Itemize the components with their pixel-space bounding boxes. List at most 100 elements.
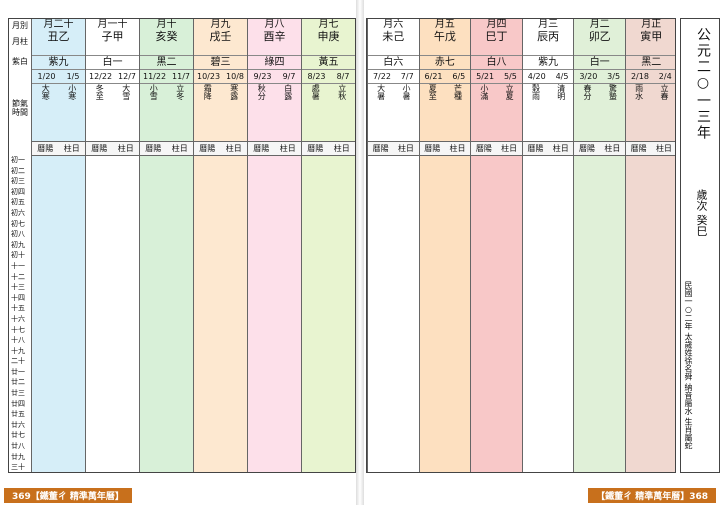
- month-pillar: 午戊: [433, 30, 456, 43]
- jieqi-dates: 10/23 10/8: [194, 69, 247, 84]
- day-label: 初十: [11, 251, 25, 260]
- column-header: 曆陽 柱日: [574, 141, 625, 156]
- day-label: 初二: [11, 166, 25, 175]
- month-head: 月一十 子甲: [86, 19, 139, 55]
- month-pillar: 巳丁: [485, 30, 508, 43]
- day-label: 初四: [11, 187, 25, 196]
- right-footer: 【鐵董ㄔ 精準萬年曆】368: [588, 488, 716, 503]
- month-pillar: 亥癸: [155, 30, 178, 43]
- label-zibai: 紫白: [12, 57, 28, 66]
- month-head: 月六 未己: [368, 19, 419, 55]
- month-head: 月七 申庚: [302, 19, 355, 55]
- month-head: 月四 巳丁: [471, 19, 522, 55]
- jieqi-dates: 5/21 5/5: [471, 69, 522, 84]
- label-jieqi: 節氣時間: [12, 99, 28, 117]
- month-column: 月九 戌壬 碧三 10/23 10/8 霜降 寒露 曆陽 柱日: [193, 19, 247, 472]
- jieqi-names: 冬至 大雪: [86, 83, 139, 142]
- jieqi-dates: 2/18 2/4: [626, 69, 675, 84]
- month-name: 月八: [264, 19, 285, 30]
- day-label: 二十: [11, 357, 25, 366]
- jieqi-dates: 1/20 1/5: [32, 69, 85, 84]
- column-header: 曆陽 柱日: [32, 141, 85, 156]
- left-page: 月別 月柱 紫白 節氣時間 初一 初二 初三 初四 初五 初六 初七 初八 初九 初十 十一 十二 十三…: [0, 0, 358, 505]
- day-label: 十四: [11, 293, 25, 302]
- month-head: 月十 亥癸: [140, 19, 193, 55]
- jieqi-names: 穀雨 清明: [522, 83, 574, 142]
- month-head: 月二十 丑乙: [32, 19, 85, 55]
- year-title-column: 公元二○一三年 歲次 癸巳 民國一○二年 太歲姓徐名舜 納音屬水 生肖屬蛇: [680, 18, 720, 473]
- page-number: 368: [689, 492, 708, 502]
- day-label: 十五: [11, 304, 25, 313]
- column-header: 曆陽 柱日: [368, 141, 419, 156]
- month-pillar: 戌壬: [209, 30, 232, 43]
- jieqi-names: 霜降 寒露: [194, 83, 247, 142]
- right-page: 月六 未己 白六 7/22 7/7 大暑 小暑 曆陽 柱日 月五 午戊 赤七 6/21 6/5…: [362, 0, 720, 505]
- day-label: 初七: [11, 219, 25, 228]
- day-label: 廿二: [11, 378, 25, 387]
- column-header: 曆陽 柱日: [302, 141, 355, 156]
- zibai-star: 白八: [471, 55, 522, 70]
- column-header: 曆陽 柱日: [522, 141, 574, 156]
- month-pillar: 卯乙: [588, 30, 611, 43]
- month-name: 月七: [318, 19, 339, 30]
- month-column: 月一十 子甲 白一 12/22 12/7 冬至 大雪 曆陽 柱日: [85, 19, 139, 472]
- month-head: 月五 午戊: [420, 19, 471, 55]
- jieqi-names: 春分 驚蟄: [574, 83, 625, 142]
- zibai-star: 紫九: [522, 55, 574, 70]
- zibai-star: 碧三: [194, 55, 247, 70]
- book-title: 【鐵董ㄔ 精準萬年曆】: [596, 492, 690, 502]
- month-column: 月四 巳丁 白八 5/21 5/5 小滿 立夏 曆陽 柱日: [470, 19, 522, 472]
- month-head: 月八 酉辛: [248, 19, 301, 55]
- month-pillar: 丑乙: [47, 30, 70, 43]
- jieqi-dates: 7/22 7/7: [368, 69, 419, 84]
- month-pillar: 辰丙: [537, 30, 560, 43]
- left-calendar-table: 月別 月柱 紫白 節氣時間 初一 初二 初三 初四 初五 初六 初七 初八 初九 初十 十一 十二 十三…: [8, 18, 356, 473]
- day-label: 初五: [11, 198, 25, 207]
- month-name: 月三: [538, 19, 559, 30]
- month-pillar: 未己: [382, 30, 405, 43]
- month-column: 月十 亥癸 黑二 11/22 11/7 小雪 立冬 曆陽 柱日: [139, 19, 193, 472]
- jieqi-names: 處暑 立秋: [302, 83, 355, 142]
- month-name: 月一十: [97, 19, 128, 30]
- label-month: 月別: [12, 21, 28, 30]
- jieqi-dates: 8/23 8/7: [302, 69, 355, 84]
- month-name: 月四: [486, 19, 507, 30]
- zibai-star: 赤七: [419, 55, 471, 70]
- day-label: 十九: [11, 346, 25, 355]
- day-label: 十二: [11, 272, 25, 281]
- day-label: 十三: [11, 283, 25, 292]
- month-head: 月二 卯乙: [574, 19, 625, 55]
- day-label: 十一: [11, 261, 25, 270]
- right-calendar-table: 月六 未己 白六 7/22 7/7 大暑 小暑 曆陽 柱日 月五 午戊 赤七 6/21 6/5…: [366, 18, 676, 473]
- column-header: 曆陽 柱日: [86, 141, 139, 156]
- day-label: 廿四: [11, 399, 25, 408]
- day-label: 廿三: [11, 389, 25, 398]
- column-header: 曆陽 柱日: [248, 141, 301, 156]
- jieqi-names: 大暑 小暑: [368, 83, 419, 142]
- day-label: 廿五: [11, 410, 25, 419]
- zibai-star: 黑二: [626, 55, 675, 70]
- day-label: 初八: [11, 230, 25, 239]
- column-header: 曆陽 柱日: [194, 141, 247, 156]
- column-header: 曆陽 柱日: [626, 141, 675, 156]
- month-column: 月正 寅甲 黑二 2/18 2/4 雨水 立春 曆陽 柱日: [625, 19, 675, 472]
- day-label: 初一: [11, 156, 25, 164]
- month-name: 月六: [383, 19, 404, 30]
- year-ganzhi: 歲次 癸巳: [695, 189, 708, 237]
- zibai-star: 白一: [86, 55, 139, 70]
- zibai-star: 黃五: [302, 55, 355, 70]
- day-label: 初六: [11, 208, 25, 217]
- jieqi-dates: 6/21 6/5: [419, 69, 471, 84]
- day-label: 初三: [11, 177, 25, 186]
- day-label: 廿一: [11, 367, 25, 376]
- day-label: 十六: [11, 314, 25, 323]
- column-header: 曆陽 柱日: [140, 141, 193, 156]
- month-name: 月二十: [43, 19, 74, 30]
- column-header: 曆陽 柱日: [471, 141, 522, 156]
- jieqi-names: 雨水 立春: [626, 83, 675, 142]
- month-head: 月正 寅甲: [626, 19, 675, 55]
- month-pillar: 酉辛: [263, 30, 286, 43]
- day-label: 廿七: [11, 431, 25, 440]
- month-column: 月二十 丑乙 紫九 1/20 1/5 大寒 小寒 曆陽 柱日: [31, 19, 85, 472]
- jieqi-names: 秋分 白露: [248, 83, 301, 142]
